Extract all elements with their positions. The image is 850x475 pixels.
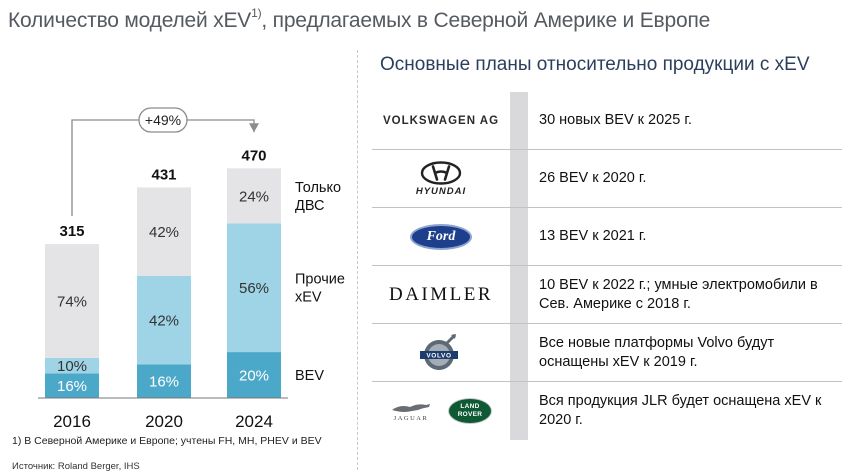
jaguar-landrover-logos: JAGUAR LAND ROVER — [372, 382, 510, 440]
plan-text: 30 новых BEV к 2025 г. — [539, 112, 692, 128]
source-note: Источник: Roland Berger, IHS — [12, 461, 140, 472]
bar-segment-bev — [137, 364, 191, 398]
x-tick-label: 2020 — [145, 412, 183, 431]
plan-row-ford: Ford 13 BEV к 2021 г. — [372, 208, 842, 266]
segment-label: 42% — [149, 313, 179, 330]
bar-segment-other — [137, 275, 191, 365]
plan-text: Все новые платформы Volvo будут оснащены… — [539, 334, 775, 370]
legend-label: Прочие — [295, 272, 345, 288]
volvo-emblem-icon: VOLVO — [420, 333, 458, 370]
plans-table: VOLKSWAGEN AG 30 новых BEV к 2025 г. HYU… — [372, 92, 842, 440]
segment-label: 42% — [149, 224, 179, 241]
hyundai-logo: HYUNDAI — [372, 150, 510, 207]
legend-label: ДВС — [295, 198, 324, 214]
bar-segment-ice — [45, 244, 99, 358]
x-tick-label: 2024 — [235, 412, 273, 431]
legend-label: BEV — [295, 368, 324, 384]
bar-segment-bev — [45, 373, 99, 398]
segment-label: 74% — [57, 294, 87, 311]
plan-row-hyundai: HYUNDAI 26 BEV к 2020 г. — [372, 150, 842, 208]
plan-row-volkswagen: VOLKSWAGEN AG 30 новых BEV к 2025 г. — [372, 92, 842, 150]
volkswagen-logo: VOLKSWAGEN AG — [372, 92, 510, 149]
plan-text: 10 BEV к 2022 г.; умные электромобили в … — [539, 276, 818, 312]
ford-wordmark: Ford — [426, 228, 456, 244]
volvo-logo: VOLVO — [372, 324, 510, 381]
table-accent-strip — [510, 92, 528, 440]
growth-badge — [138, 107, 188, 133]
plan-row-daimler: DAIMLER 10 BEV к 2022 г.; умные электром… — [372, 266, 842, 324]
plans-title: Основные планы относительно продукции с … — [380, 54, 810, 75]
bar-segment-bev — [227, 352, 281, 398]
bar-segment-other — [45, 358, 99, 374]
bar-total-label: 431 — [151, 166, 176, 183]
segment-label: 56% — [239, 280, 269, 297]
jaguar-wordmark: JAGUAR — [393, 414, 429, 422]
ford-oval-icon: Ford — [410, 223, 472, 250]
jaguar-leaper-icon — [392, 403, 430, 412]
segment-label: 20% — [239, 368, 269, 385]
legend-label: Только — [295, 180, 341, 196]
daimler-logo: DAIMLER — [372, 266, 510, 323]
segment-label: 16% — [57, 378, 87, 395]
segment-label: 10% — [57, 358, 87, 375]
volkswagen-wordmark: VOLKSWAGEN AG — [382, 114, 500, 127]
bar-segment-ice — [227, 168, 281, 224]
bar-segment-other — [227, 223, 281, 352]
plan-row-volvo: VOLVO Все новые платформы Volvo будут ос… — [372, 324, 842, 382]
legend-label: xEV — [295, 290, 322, 306]
plan-text: 26 BEV к 2020 г. — [539, 170, 647, 186]
jaguar-logo: JAGUAR — [390, 401, 432, 422]
bar-segment-ice — [137, 187, 191, 276]
bar-total-label: 315 — [59, 223, 84, 240]
land-rover-wordmark-top: LAND — [460, 403, 480, 410]
hyundai-wordmark: HYUNDAI — [415, 185, 467, 197]
land-rover-logo: LAND ROVER — [448, 398, 492, 424]
xev-models-chart: 16% 10% 74% 315 2016 16% 42% 42% 431 2020 20% 56% 24… — [38, 107, 345, 431]
segment-label: 16% — [149, 374, 179, 391]
plan-text: 13 BEV к 2021 г. — [539, 228, 647, 244]
footnote: 1) В Северной Америке и Европе; учтены F… — [12, 435, 322, 447]
growth-arrow-icon — [249, 123, 259, 133]
segment-label: 24% — [239, 188, 269, 205]
plan-text: Вся продукция JLR будет оснащена xEV к 2… — [539, 393, 822, 428]
growth-label: +49% — [145, 112, 181, 128]
daimler-wordmark: DAIMLER — [388, 283, 494, 305]
bar-total-label: 470 — [241, 147, 266, 164]
main-title: Количество моделей xEV1), предлагаемых в… — [8, 6, 711, 32]
section-divider — [357, 50, 358, 470]
x-tick-label: 2016 — [53, 412, 91, 431]
ford-logo: Ford — [372, 208, 510, 265]
plan-row-jlr: JAGUAR LAND ROVER Вся продукция JLR буде… — [372, 382, 842, 440]
volvo-wordmark: VOLVO — [426, 352, 451, 359]
hyundai-emblem-icon — [420, 160, 462, 185]
land-rover-wordmark-bottom: ROVER — [457, 411, 483, 418]
